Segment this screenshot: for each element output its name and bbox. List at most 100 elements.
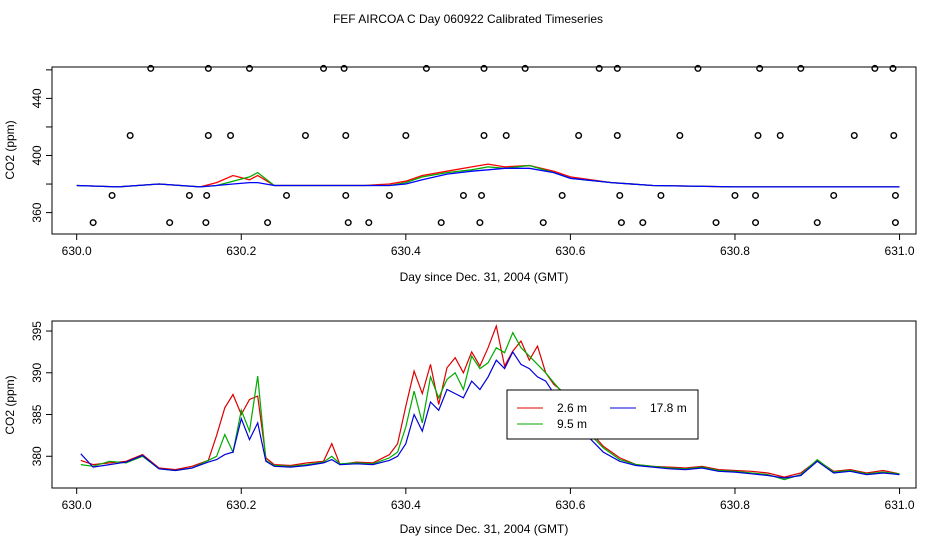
bottom-xlabel: Day since Dec. 31, 2004 (GMT) xyxy=(400,522,569,536)
top-marker-point xyxy=(889,64,897,72)
top-marker-point xyxy=(813,219,821,227)
top-xtick-label: 630.8 xyxy=(720,244,750,258)
top-marker-point xyxy=(126,132,134,140)
top-marker-point xyxy=(891,191,899,199)
top-marker-point xyxy=(480,132,488,140)
top-marker-point xyxy=(342,132,350,140)
legend-label-9-5m: 9.5 m xyxy=(557,417,587,431)
top-marker-point xyxy=(365,219,373,227)
top-marker-point xyxy=(871,64,879,72)
top-ytick-label: 400 xyxy=(30,145,44,165)
top-marker-point xyxy=(830,191,838,199)
top-series-17-8-m xyxy=(76,167,900,188)
top-ytick-label: 360 xyxy=(30,202,44,222)
bottom-xtick-label: 630.0 xyxy=(62,498,92,512)
top-marker-point xyxy=(227,132,235,140)
top-marker-point xyxy=(613,132,621,140)
top-marker-point xyxy=(694,64,702,72)
top-marker-point xyxy=(657,191,665,199)
top-marker-point xyxy=(502,132,510,140)
top-marker-point xyxy=(756,64,764,72)
bottom-xtick-label: 630.4 xyxy=(391,498,421,512)
top-marker-point xyxy=(712,219,720,227)
legend-label-2-6m: 2.6 m xyxy=(557,401,587,415)
bottom-ytick-label: 385 xyxy=(30,404,44,424)
top-plot-frame xyxy=(51,66,917,235)
top-marker-point xyxy=(480,64,488,72)
top-xtick-label: 630.6 xyxy=(555,244,585,258)
legend-label-17-8m: 17.8 m xyxy=(650,401,687,415)
top-marker-point xyxy=(340,64,348,72)
top-marker-point xyxy=(575,132,583,140)
bottom-series-9-5-m xyxy=(80,331,900,481)
top-marker-point xyxy=(752,219,760,227)
bottom-panel: 630.0 630.2 630.4 630.6 630.8 631.0 380 385 390 3… xyxy=(3,320,917,536)
top-marker-point xyxy=(342,191,350,199)
bottom-ylabel: CO2 (ppm) xyxy=(3,375,17,434)
top-marker-point xyxy=(639,219,647,227)
top-ytick-label: 440 xyxy=(30,88,44,108)
top-marker-point xyxy=(147,64,155,72)
legend-box xyxy=(506,389,699,440)
top-xtick-label: 630.0 xyxy=(62,244,92,258)
top-marker-point xyxy=(185,191,193,199)
top-marker-point xyxy=(891,219,899,227)
top-marker-point xyxy=(752,191,760,199)
top-marker-point xyxy=(613,64,621,72)
bottom-ytick-label: 390 xyxy=(30,362,44,382)
top-marker-point xyxy=(890,132,898,140)
bottom-xtick-label: 630.2 xyxy=(226,498,256,512)
figure-title: FEF AIRCOA C Day 060922 Calibrated Times… xyxy=(333,12,603,26)
bottom-xtick-label: 630.8 xyxy=(720,498,750,512)
bottom-axis-ticks: 630.0 630.2 630.4 630.6 630.8 631.0 380 385 390 3… xyxy=(30,321,915,512)
top-marker-point xyxy=(437,219,445,227)
bottom-xtick-label: 631.0 xyxy=(885,498,915,512)
bottom-xtick-label: 630.6 xyxy=(555,498,585,512)
bottom-series-2-6-m xyxy=(80,323,900,478)
top-marker-point xyxy=(203,191,211,199)
top-xtick-label: 630.4 xyxy=(391,244,421,258)
top-xlabel: Day since Dec. 31, 2004 (GMT) xyxy=(400,270,569,284)
top-marker-point xyxy=(459,191,467,199)
top-marker-point xyxy=(478,191,486,199)
top-ylabel: CO2 (ppm) xyxy=(3,120,17,179)
top-xtick-label: 631.0 xyxy=(885,244,915,258)
legend: 2.6 m 17.8 m 9.5 m xyxy=(506,389,699,440)
top-xtick-label: 630.2 xyxy=(226,244,256,258)
top-marker-point xyxy=(344,219,352,227)
top-marker-point xyxy=(595,64,603,72)
bottom-series-lines xyxy=(80,323,900,481)
bottom-ytick-label: 395 xyxy=(30,321,44,341)
top-marker-point xyxy=(108,191,116,199)
top-axis-ticks: 630.0 630.2 630.4 630.6 630.8 631.0 360 400 440 xyxy=(30,69,915,258)
top-marker-point xyxy=(89,219,97,227)
top-marker-point xyxy=(676,132,684,140)
top-marker-point xyxy=(754,132,762,140)
top-marker-point xyxy=(731,191,739,199)
top-marker-point xyxy=(422,64,430,72)
top-marker-point xyxy=(617,219,625,227)
top-marker-point xyxy=(264,219,272,227)
top-series-9-5-m xyxy=(76,164,900,188)
top-marker-point xyxy=(166,219,174,227)
top-marker-point xyxy=(301,132,309,140)
bottom-series-17-8-m xyxy=(80,350,900,479)
top-marker-point xyxy=(521,64,529,72)
top-marker-point xyxy=(204,64,212,72)
top-marker-point xyxy=(204,132,212,140)
top-series-lines xyxy=(76,163,900,188)
top-marker-point xyxy=(797,64,805,72)
top-panel: 630.0 630.2 630.4 630.6 630.8 631.0360400440 … xyxy=(3,64,917,284)
bottom-ytick-label: 380 xyxy=(30,446,44,466)
top-marker-point xyxy=(776,132,784,140)
top-marker-point xyxy=(616,191,624,199)
top-marker-point xyxy=(402,132,410,140)
top-marker-point xyxy=(320,64,328,72)
top-marker-point xyxy=(283,191,291,199)
top-marker-point xyxy=(850,132,858,140)
top-marker-point xyxy=(245,64,253,72)
top-marker-point xyxy=(539,219,547,227)
top-markers xyxy=(89,64,899,227)
top-marker-point xyxy=(476,219,484,227)
